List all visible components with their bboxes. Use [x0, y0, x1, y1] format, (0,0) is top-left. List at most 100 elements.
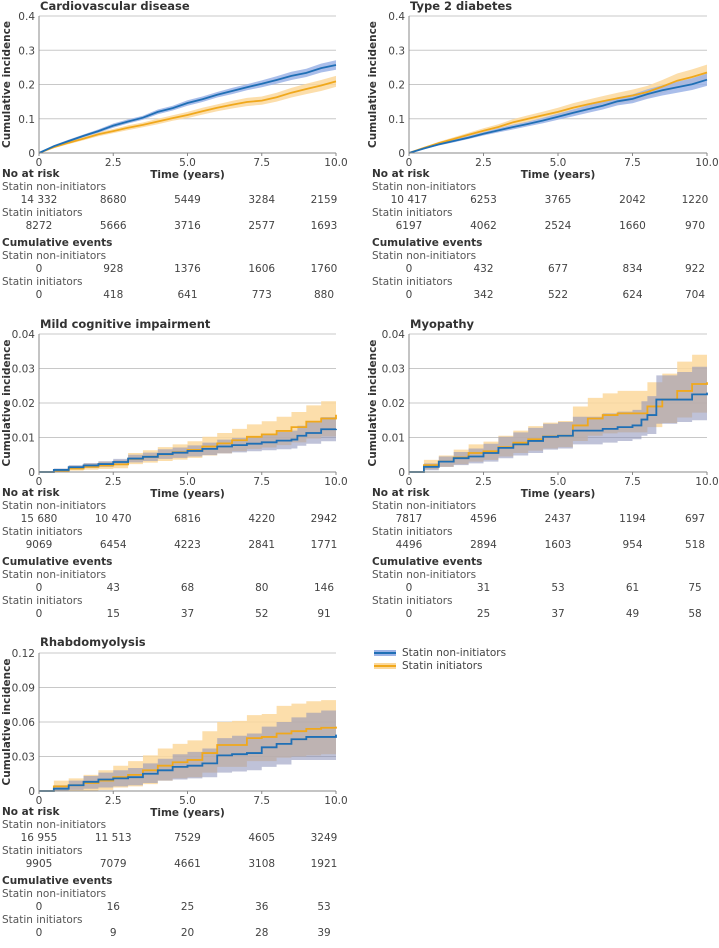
- risk-value: 432: [473, 263, 494, 275]
- risk-value: 7817: [395, 513, 423, 525]
- x-tick-label: 0: [406, 476, 413, 488]
- risk-value: 10 470: [94, 513, 132, 525]
- legend-label: Statin initiators: [402, 660, 483, 672]
- x-tick-label: 10.0: [324, 476, 347, 488]
- risk-section-title: No at risk: [372, 168, 430, 180]
- x-tick-label: 10.0: [695, 157, 718, 169]
- ci-band-non-initiators: [409, 365, 707, 472]
- y-axis-label: Cumulative incidence: [1, 340, 13, 467]
- risk-value: 624: [622, 289, 643, 301]
- chart-myopathy: Myopathy 0 0.01 0.02 0.03 0.04 0 2.5 5.0 7.5 10.0 T…: [367, 317, 719, 500]
- ci-band-initiators: [39, 697, 336, 791]
- y-tick-label: 0: [398, 148, 405, 160]
- risk-value: 2437: [544, 513, 572, 525]
- chart-title: Type 2 diabetes: [410, 0, 512, 13]
- risk-value: 418: [103, 289, 124, 301]
- risk-value: 7079: [99, 858, 127, 870]
- risk-value: 518: [684, 539, 706, 551]
- risk-value: 0: [405, 289, 413, 301]
- x-tick-label: 0: [36, 157, 43, 169]
- risk-section-title: No at risk: [2, 806, 60, 818]
- risk-group-label: Statin non-initiators: [2, 569, 107, 581]
- risk-value: 1376: [174, 263, 201, 275]
- y-tick-label: 0.03: [12, 752, 35, 764]
- risk-value: 36: [255, 901, 269, 913]
- x-axis-label: Time (years): [521, 169, 596, 181]
- y-tick-label: 0.4: [18, 11, 35, 23]
- risk-value: 20: [180, 927, 195, 939]
- line-initiators: [408, 71, 708, 154]
- risk-value: 922: [684, 263, 706, 275]
- risk-group-label: Statin initiators: [372, 526, 453, 538]
- risk-section-title: Cumulative events: [2, 556, 113, 568]
- risk-value: 4496: [395, 539, 423, 551]
- risk-value: 970: [684, 220, 706, 232]
- x-tick-label: 7.5: [253, 795, 270, 807]
- y-tick-label: 0: [398, 467, 405, 479]
- risk-value: 37: [551, 608, 565, 620]
- x-tick-label: 7.5: [624, 157, 641, 169]
- chart-title: Rhabdomyolysis: [40, 635, 146, 649]
- risk-value: 9069: [25, 539, 53, 551]
- risk-value: 91: [317, 608, 331, 620]
- risk-value: 0: [35, 608, 43, 620]
- risk-value: 0: [35, 901, 43, 913]
- chart-title: Myopathy: [410, 317, 475, 331]
- y-tick-label: 0.3: [388, 45, 405, 57]
- risk-section-title: No at risk: [2, 487, 60, 499]
- x-tick-label: 2.5: [475, 157, 492, 169]
- risk-value: 3765: [544, 194, 572, 206]
- risk-value: 25: [180, 901, 195, 913]
- risk-value: 1693: [310, 220, 338, 232]
- line-non-initiators: [38, 64, 337, 154]
- risk-group-label: Statin initiators: [372, 207, 453, 219]
- risk-value: 6816: [174, 513, 201, 525]
- risk-value: 677: [547, 263, 569, 275]
- risk-value: 16 955: [20, 832, 58, 844]
- line-non-initiators: [409, 392, 708, 473]
- y-tick-label: 0.09: [12, 683, 35, 695]
- risk-value: 16: [106, 901, 120, 913]
- risk-value: 4220: [248, 513, 276, 525]
- x-tick-label: 0: [36, 476, 43, 488]
- risk-value: 0: [35, 927, 43, 939]
- risk-value: 2942: [310, 513, 338, 525]
- risk-section-title: Cumulative events: [2, 237, 113, 249]
- x-tick-label: 5.0: [550, 476, 567, 488]
- risk-section-title: Cumulative events: [372, 237, 483, 249]
- risk-value: 43: [106, 582, 120, 594]
- risk-value: 1921: [310, 858, 338, 870]
- risk-group-label: Statin initiators: [372, 276, 453, 288]
- y-tick-label: 0.02: [12, 398, 35, 410]
- y-tick-label: 0.4: [388, 11, 405, 23]
- risk-value: 4062: [470, 220, 497, 232]
- y-tick-label: 0.04: [382, 329, 406, 341]
- risk-value: 4605: [248, 832, 276, 844]
- line-non-initiators: [408, 78, 708, 154]
- risk-value: 928: [103, 263, 124, 275]
- y-axis-label: Cumulative incidence: [1, 659, 13, 786]
- x-tick-label: 10.0: [695, 476, 718, 488]
- risk-value: 15: [106, 608, 120, 620]
- risk-value: 6454: [99, 539, 127, 551]
- ci-band-non-initiators: [39, 708, 336, 791]
- line-initiators: [38, 80, 337, 154]
- risk-section-title: No at risk: [372, 487, 430, 499]
- risk-value: 342: [473, 289, 494, 301]
- y-tick-label: 0: [28, 148, 35, 160]
- x-tick-label: 5.0: [179, 795, 196, 807]
- risk-group-label: Statin initiators: [372, 595, 453, 607]
- risk-value: 31: [476, 582, 491, 594]
- risk-value: 1660: [619, 220, 646, 232]
- risk-value: 3249: [310, 832, 338, 844]
- x-tick-label: 10.0: [324, 795, 347, 807]
- risk-group-label: Statin initiators: [2, 595, 83, 607]
- x-tick-label: 5.0: [179, 157, 196, 169]
- x-tick-label: 5.0: [179, 476, 196, 488]
- risk-value: 11 513: [94, 832, 132, 844]
- risk-value: 2894: [470, 539, 497, 551]
- chart-t2d: Type 2 diabetes 0 0.1 0.2 0.3 0.4 0 2.5 5.0 7.5 10…: [367, 0, 719, 181]
- risk-value: 58: [688, 608, 702, 620]
- risk-value: 2841: [248, 539, 276, 551]
- x-tick-label: 2.5: [105, 157, 122, 169]
